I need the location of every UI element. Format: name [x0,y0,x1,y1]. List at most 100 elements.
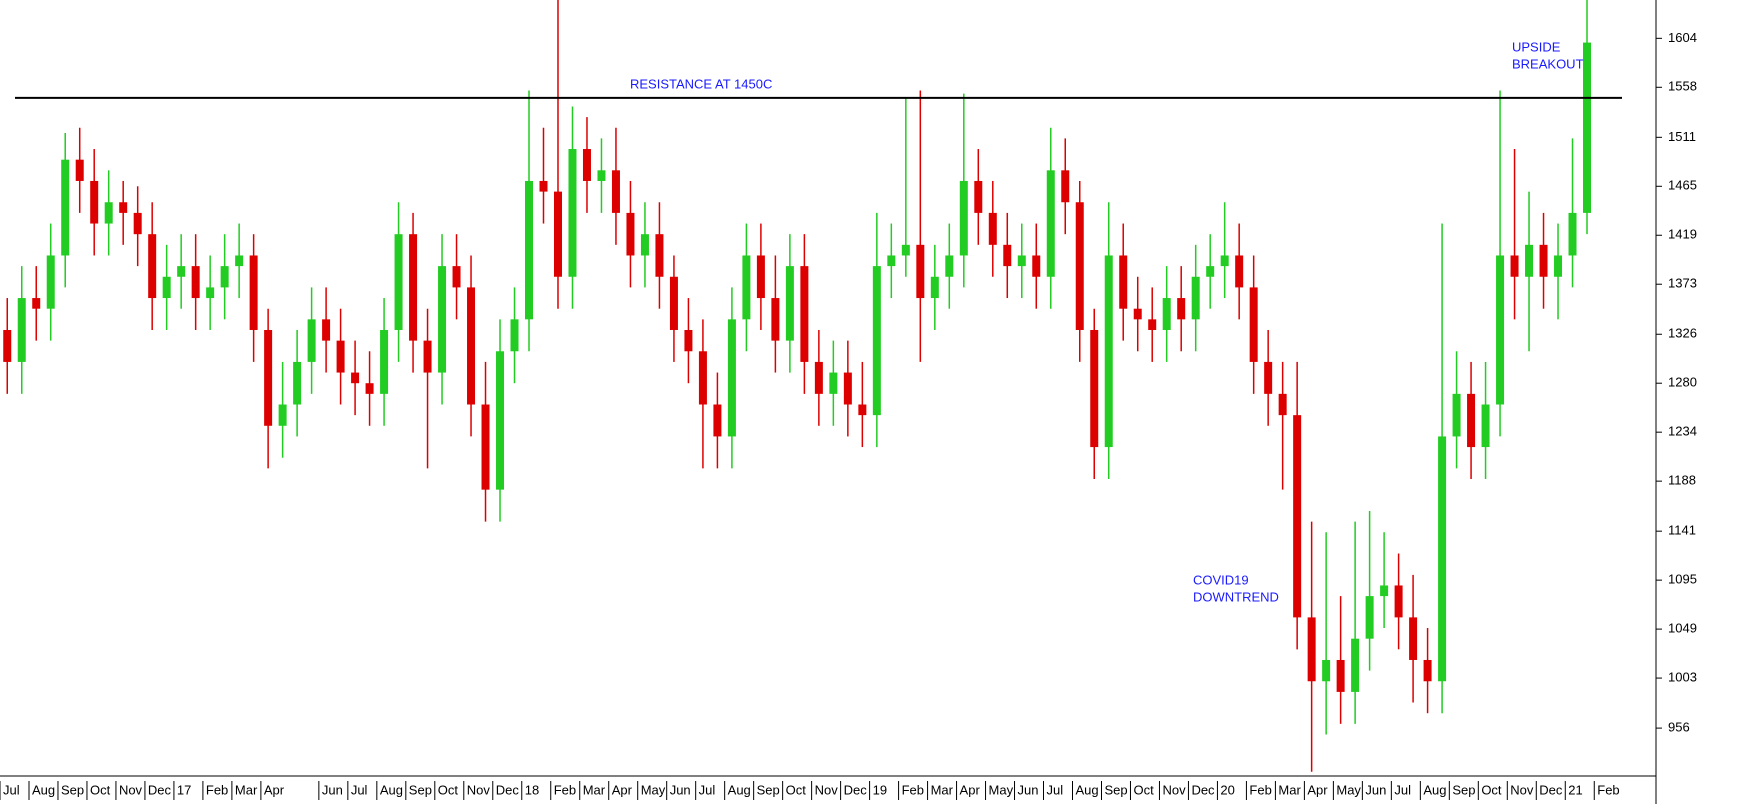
candle-body [1264,361,1273,394]
candle-body [1307,617,1316,682]
candle-body [814,361,823,394]
candle-body [959,180,968,256]
x-tick-label: Oct [786,782,807,797]
candle-body [365,383,374,394]
x-tick-label: May [989,782,1014,797]
y-tick-label: 956 [1668,720,1690,735]
candle-body [1191,276,1200,320]
candle-body [467,287,476,405]
candle-body [1394,585,1403,618]
x-tick-label: Jul [1394,782,1411,797]
x-tick-label: May [1336,782,1361,797]
candle-body [568,149,577,277]
y-tick-label: 1326 [1668,326,1697,341]
x-tick-label: Oct [1481,782,1502,797]
x-tick-label: Mar [235,782,258,797]
candle-body [336,340,345,373]
y-tick-label: 1465 [1668,178,1697,193]
candle-body [510,319,519,352]
x-tick-label: Nov [1162,782,1186,797]
candle-body [640,234,649,256]
x-tick-label: Dec [1539,782,1563,797]
y-tick-label: 1419 [1668,227,1697,242]
candle-body [133,212,142,235]
annotation: UPSIDE [1512,39,1561,54]
resistance-label: RESISTANCE AT 1450C [630,76,772,91]
candle-body [1249,287,1258,362]
candle-body [394,234,403,330]
x-tick-label: Feb [1597,782,1619,797]
candle-body [1278,393,1287,416]
candle-body [756,255,765,299]
candle-body [1365,596,1374,639]
y-tick-label: 1141 [1668,523,1696,538]
candle-body [858,404,867,416]
candle-body [525,180,534,320]
candle-body [61,159,70,256]
candle-body [887,255,896,267]
candle-body [1568,212,1577,256]
candle-body [597,170,606,181]
y-tick-label: 1003 [1668,670,1697,685]
x-tick-label: Apr [1307,782,1328,797]
annotation: BREAKOUT [1512,56,1584,71]
candle-body [669,276,678,330]
y-tick-label: 1280 [1668,375,1697,390]
candle-body [916,244,925,299]
y-tick-label: 1095 [1668,572,1697,587]
candle-body [1351,638,1360,692]
candle-body [843,372,852,405]
candle-body [1452,393,1461,437]
x-tick-label: Sep [757,782,780,797]
x-tick-label: Aug [380,782,403,797]
candle-body [1467,393,1476,448]
x-tick-label: Jun [1365,782,1386,797]
y-tick-label: 1049 [1668,621,1697,636]
candle-body [930,276,939,299]
x-tick-label: Apr [960,782,981,797]
x-tick-label: Dec [496,782,520,797]
candle-body [191,266,200,299]
x-tick-label: 18 [525,782,539,797]
x-tick-label: Sep [1452,782,1475,797]
candle-body [626,212,635,256]
candle-body [307,319,316,362]
x-tick-label: Oct [1133,782,1154,797]
candle-body [771,298,780,341]
x-tick-label: Jun [322,782,343,797]
annotation: DOWNTREND [1193,589,1279,604]
y-tick-label: 1188 [1668,473,1696,488]
candle-body [974,180,983,213]
candle-body [684,329,693,352]
x-tick-label: Feb [206,782,228,797]
x-tick-label: Nov [1510,782,1534,797]
y-tick-label: 1511 [1668,129,1696,144]
x-tick-label: 20 [1220,782,1234,797]
candle-body [1090,329,1099,448]
candle-body [293,361,302,405]
y-tick-label: 1604 [1668,30,1697,45]
candle-body [1336,659,1345,692]
x-tick-label: Jun [670,782,691,797]
candle-body [177,266,186,277]
candle-body [1177,298,1186,320]
y-tick-label: 1373 [1668,276,1697,291]
candle-body [1525,244,1534,277]
candle-body [1554,255,1563,277]
candle-body [539,180,548,192]
candle-body [553,191,562,277]
candle-body [496,351,505,490]
x-tick-label: Nov [467,782,491,797]
candle-body [1496,255,1505,405]
x-tick-label: Dec [1191,782,1215,797]
candle-body [46,255,55,309]
candle-body [1481,404,1490,448]
candle-body [945,255,954,277]
candle-body [438,266,447,373]
x-tick-label: May [641,782,666,797]
x-tick-label: Feb [1249,782,1271,797]
candle-body [1133,308,1142,320]
candle-body [1162,298,1171,330]
candle-body [582,149,591,181]
candle-body [17,298,26,362]
